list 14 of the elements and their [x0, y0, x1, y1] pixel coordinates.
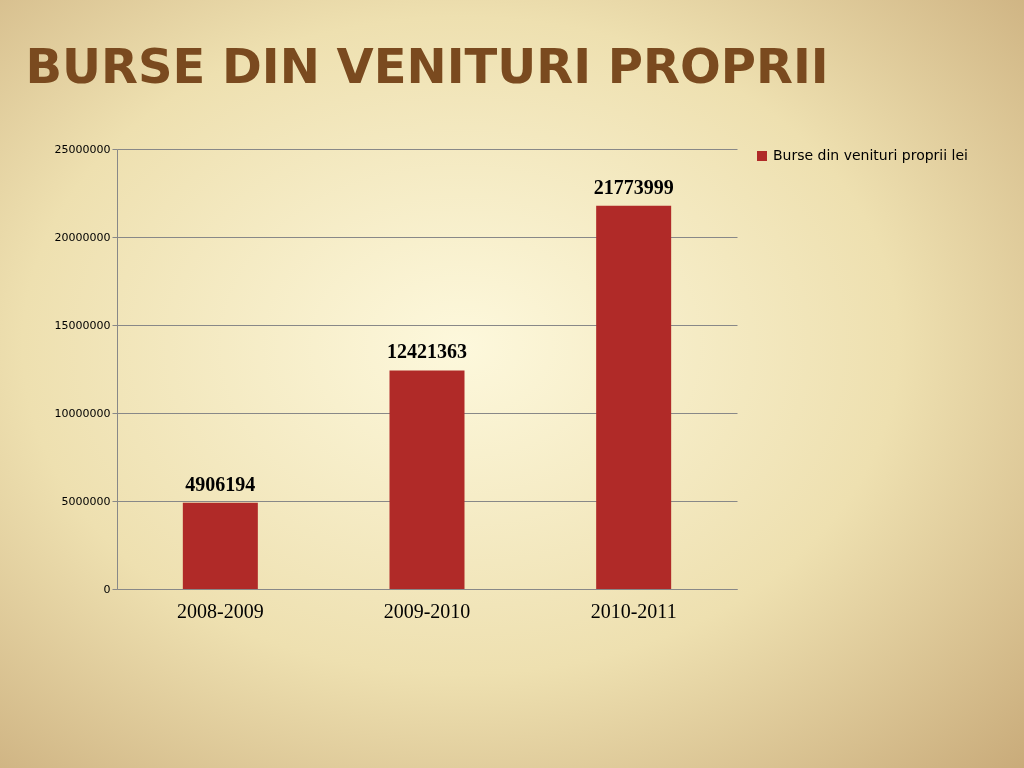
x-tick-label: 2009-2010 [383, 599, 471, 622]
x-tick-label: 2010-2011 [590, 599, 677, 622]
data-label: 4906194 [185, 472, 256, 495]
y-tick-label: 15000000 [54, 318, 111, 332]
x-tick-label: 2008-2009 [177, 599, 264, 622]
y-tick-label: 5000000 [61, 494, 111, 508]
data-label: 21773999 [593, 175, 674, 198]
legend-label: Burse din venituri proprii lei [773, 147, 968, 163]
y-tick-label: 25000000 [54, 142, 111, 156]
y-tick-label: 0 [103, 582, 111, 596]
y-tick-label: 20000000 [54, 230, 111, 244]
y-tick-label: 10000000 [54, 406, 111, 420]
data-label: 12421363 [387, 340, 467, 363]
chart-title: BURSE DIN VENITURI PROPRII [25, 38, 829, 94]
